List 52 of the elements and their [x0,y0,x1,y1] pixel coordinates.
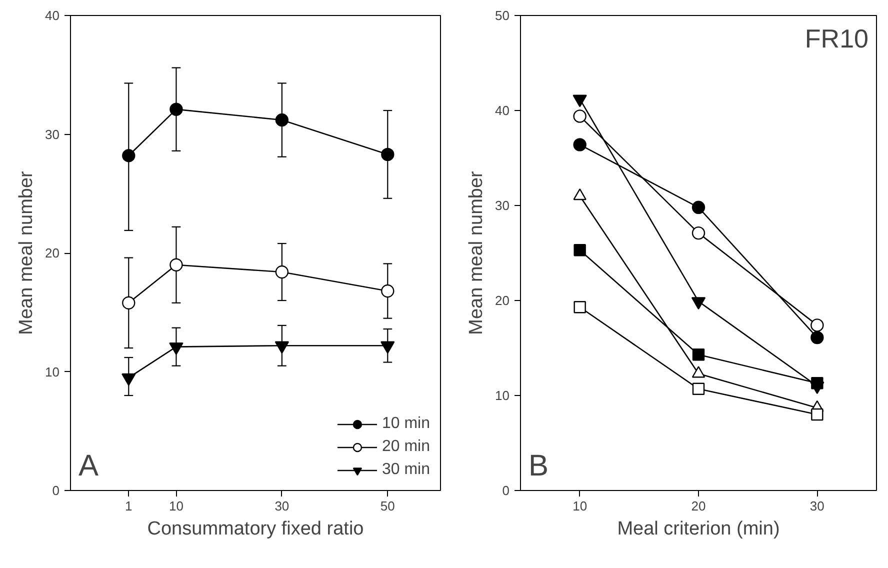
point [381,284,394,298]
y-tick-label: 40 [495,103,510,118]
y-tick-label: 30 [495,198,510,213]
point [170,258,183,272]
x-tick-label: 50 [380,498,395,514]
y-axis-title: Mean meal number [466,170,488,335]
point [811,408,824,421]
y-tick-label: 20 [495,293,510,308]
x-axis-title: Consummatory fixed ratio [147,518,364,540]
x-axis-title: Meal criterion (min) [617,518,780,540]
legend-label: 20 min [382,438,430,456]
point [122,149,136,162]
legend-label: 10 min [382,415,430,433]
point [573,110,586,123]
point [573,138,586,152]
y-axis-title: Mean meal number [16,170,38,335]
point [692,382,705,395]
point [692,348,705,361]
x-tick-label: 30 [274,498,290,514]
point [381,148,394,162]
x-tick-label: 10 [572,498,588,514]
point [692,226,706,240]
y-tick-label: 30 [45,126,60,142]
y-tick-label: 10 [45,364,60,380]
y-tick-label: 20 [45,246,60,260]
x-tick-label: 20 [691,498,706,514]
point [380,341,395,354]
point [169,342,184,355]
x-tick-label: 1 [125,498,132,514]
y-tick-label: 40 [45,8,60,23]
point [574,244,586,256]
annotation: A [78,450,99,482]
annotation: B [528,450,549,482]
point [810,330,824,344]
x-tick-label: 30 [810,498,824,514]
legend-label: 30 min [382,461,430,479]
point [811,377,824,390]
point [275,265,289,279]
y-tick-label: 0 [502,483,510,498]
point [692,200,706,214]
point [810,318,824,332]
y-tick-label: 50 [495,8,510,23]
y-tick-label: 10 [495,388,510,403]
annotation: FR10 [804,24,868,54]
y-tick-label: 0 [52,483,60,498]
point [274,341,290,354]
point [574,301,586,314]
point [170,102,183,116]
x-tick-label: 10 [168,498,184,514]
point [275,113,289,127]
point [122,373,136,386]
point [122,296,136,310]
